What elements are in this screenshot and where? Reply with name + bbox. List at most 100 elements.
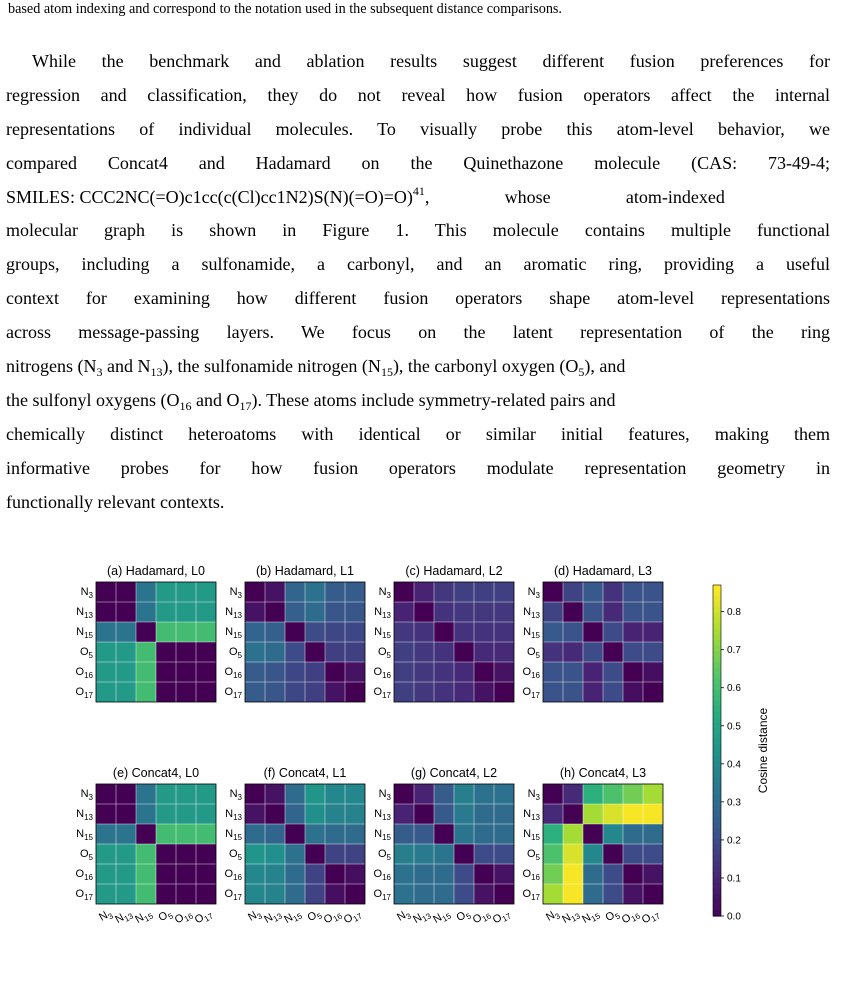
heatmap-cell	[176, 682, 196, 702]
heatmap-cell	[265, 804, 285, 824]
heatmap-cell	[563, 602, 583, 622]
heatmap-cell	[305, 804, 325, 824]
heatmap-cell	[136, 884, 156, 904]
heatmap-cell	[345, 582, 365, 602]
heatmap-cell	[434, 682, 454, 702]
row-tick-label: O5	[80, 646, 94, 660]
heatmap-cell	[394, 884, 414, 904]
row-tick-label: N15	[76, 828, 93, 842]
column-tick-label: O17	[491, 907, 514, 928]
heatmap-cell	[454, 602, 474, 622]
heatmap-cell	[623, 824, 643, 844]
heatmap-cell	[414, 682, 434, 702]
row-tick-label: O17	[523, 686, 541, 700]
heatmap-cell	[394, 642, 414, 662]
heatmap-cell	[245, 784, 265, 804]
heatmap-cell	[394, 804, 414, 824]
colorbar-segment	[713, 838, 721, 845]
heatmap-cell	[305, 642, 325, 662]
column-tick-label: O17	[342, 907, 365, 928]
heatmap-cell	[156, 844, 176, 864]
heatmap-cell	[325, 804, 345, 824]
heatmap-cell	[116, 582, 136, 602]
caption-continuation: based atom indexing and correspond to th…	[8, 1, 562, 17]
heatmap-cell	[136, 582, 156, 602]
heatmap-cell	[474, 662, 494, 682]
heatmap-cell	[136, 602, 156, 622]
colorbar-segment	[713, 739, 721, 746]
heatmap-cell	[434, 804, 454, 824]
heatmap-cell	[603, 864, 623, 884]
heatmap-cell	[116, 824, 136, 844]
paragraph-line: molecular graph is shown in Figure 1. Th…	[6, 220, 830, 241]
panel-title: (f) Concat4, L1	[264, 766, 347, 780]
heatmap-cell	[643, 642, 663, 662]
colorbar-segment	[713, 767, 721, 774]
paragraph-line: regression and classification, they do n…	[6, 84, 830, 105]
heatmap-cell	[454, 844, 474, 864]
colorbar-tick-label: 0.2	[727, 835, 741, 846]
heatmap-cell	[494, 662, 514, 682]
row-tick-label: N15	[374, 626, 391, 640]
panel-title: (g) Concat4, L2	[411, 766, 497, 780]
heatmap-cell	[474, 784, 494, 804]
heatmap-cell	[136, 844, 156, 864]
heatmap-cell	[345, 784, 365, 804]
heatmap-cell	[96, 642, 116, 662]
heatmap-cell	[474, 682, 494, 702]
heatmap-cell	[394, 582, 414, 602]
heatmap-cell	[245, 844, 265, 864]
heatmap-cell	[156, 622, 176, 642]
panel-title: (b) Hadamard, L1	[256, 564, 354, 578]
heatmap-cell	[325, 784, 345, 804]
paragraph-line: functionally relevant contexts.	[6, 491, 225, 512]
colorbar-segment	[713, 827, 721, 834]
row-tick-label: N3	[230, 586, 243, 600]
heatmap-cell	[265, 844, 285, 864]
row-tick-label: N13	[225, 808, 242, 822]
heatmap-cell	[494, 864, 514, 884]
heatmap-cell	[603, 642, 623, 662]
heatmap-cell	[325, 602, 345, 622]
heatmap-cell	[454, 824, 474, 844]
colorbar-segment	[713, 822, 721, 829]
heatmap-cell	[603, 602, 623, 622]
heatmap-cell	[265, 824, 285, 844]
colorbar-tick-label: 0.4	[727, 759, 741, 770]
row-tick-label: N3	[81, 586, 94, 600]
heatmap-cell	[96, 662, 116, 682]
heatmap-cell	[176, 662, 196, 682]
heatmap-cell	[156, 864, 176, 884]
row-tick-label: N3	[81, 788, 94, 802]
heatmap-cell	[325, 884, 345, 904]
heatmap-cell	[494, 682, 514, 702]
row-tick-label: O16	[76, 666, 94, 680]
colorbar-segment	[713, 645, 721, 652]
reference-superscript: 41	[412, 183, 425, 198]
heatmap-cell	[474, 582, 494, 602]
row-tick-label: O17	[523, 888, 541, 902]
heatmap-cell	[563, 642, 583, 662]
text-run: and N	[102, 356, 151, 377]
text-run: nitrogens (N	[6, 356, 97, 377]
heatmap-cell	[583, 784, 603, 804]
heatmap-cell	[245, 582, 265, 602]
heatmap-cell	[394, 864, 414, 884]
heatmap-cell	[325, 582, 345, 602]
row-tick-label: O16	[225, 868, 243, 882]
heatmap-cell	[196, 824, 216, 844]
heatmap-cell	[583, 682, 603, 702]
heatmap-cell	[196, 602, 216, 622]
heatmap-cell	[345, 662, 365, 682]
heatmap-cell	[345, 804, 365, 824]
heatmap-cell	[623, 662, 643, 682]
colorbar-segment	[713, 888, 721, 895]
heatmap-cell	[325, 824, 345, 844]
colorbar-segment	[713, 596, 721, 603]
heatmap-cell	[245, 884, 265, 904]
column-tick-label: N13	[262, 907, 284, 928]
column-tick-label: O16	[620, 907, 643, 928]
row-tick-label: N15	[225, 828, 242, 842]
heatmap-cell	[603, 884, 623, 904]
heatmap-cell	[325, 662, 345, 682]
